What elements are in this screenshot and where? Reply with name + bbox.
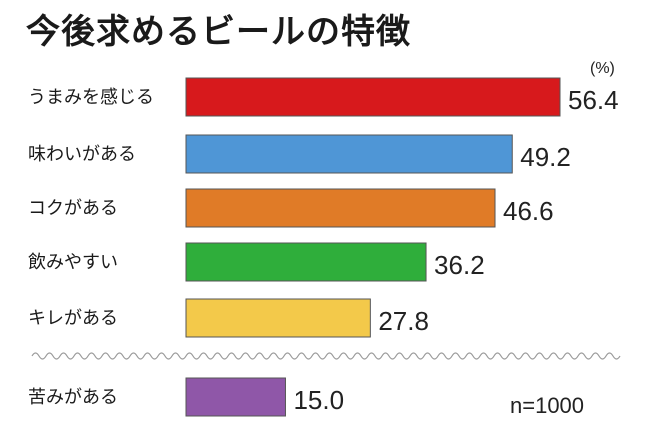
value-label-4: 27.8 xyxy=(378,306,429,336)
sample-size-label: n=1000 xyxy=(510,393,585,418)
chart-title: 今後求めるビールの特徴 xyxy=(26,12,411,52)
bar-4 xyxy=(185,298,371,338)
value-label-1: 49.2 xyxy=(520,142,571,172)
bar-5 xyxy=(185,377,286,417)
category-label-5: 苦みがある xyxy=(28,387,118,408)
category-label-4: キレがある xyxy=(28,308,118,329)
unit-label: (%) xyxy=(590,60,615,77)
value-label-3: 36.2 xyxy=(434,250,485,280)
category-label-3: 飲みやすい xyxy=(28,252,118,273)
value-label-0: 56.4 xyxy=(568,85,619,115)
category-label-0: うまみを感じる xyxy=(28,87,154,108)
value-label-5: 15.0 xyxy=(293,385,344,415)
category-label-2: コクがある xyxy=(28,198,118,219)
bar-1 xyxy=(185,134,513,174)
bar-2 xyxy=(185,188,496,228)
bar-0 xyxy=(185,77,561,117)
value-label-2: 46.6 xyxy=(503,196,554,226)
wavy-separator xyxy=(31,352,621,360)
category-label-1: 味わいがある xyxy=(28,144,136,165)
bar-3 xyxy=(185,242,427,282)
